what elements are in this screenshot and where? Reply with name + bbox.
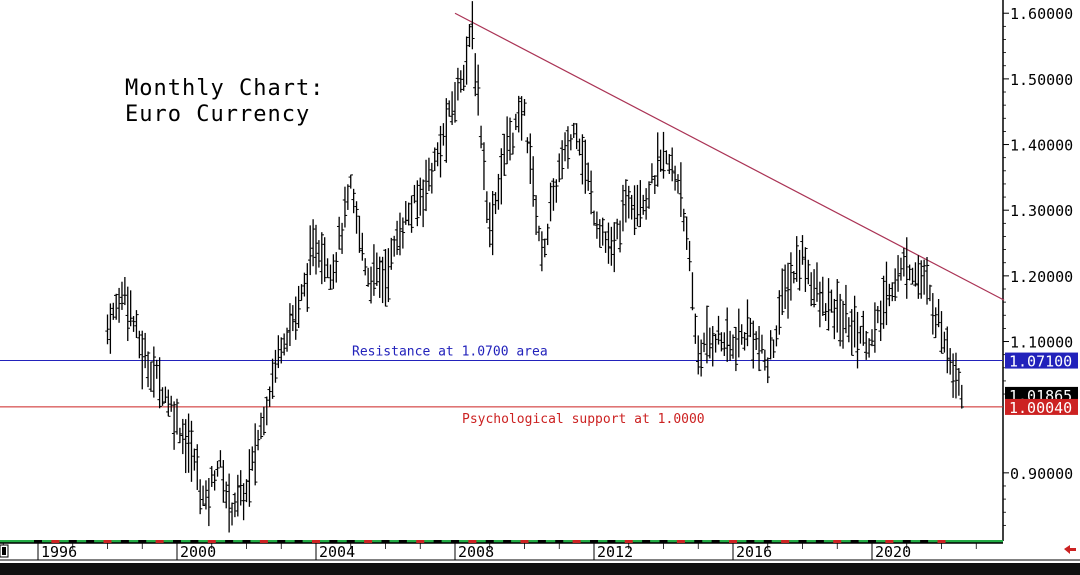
y-tick-label: 1.60000 (1010, 5, 1073, 23)
x-axis-marker (590, 540, 598, 543)
x-axis-marker (850, 540, 859, 543)
x-axis-marker (729, 540, 737, 543)
x-axis-marker (624, 540, 633, 543)
x-axis-marker (503, 540, 512, 543)
support-annotation: Psychological support at 1.0000 (462, 412, 705, 427)
x-axis-marker (468, 540, 477, 543)
x-axis-marker (225, 540, 234, 543)
x-axis-marker (555, 540, 564, 543)
bottom-strip (0, 563, 1080, 575)
x-tick-label: 2000 (180, 543, 216, 561)
x-axis-marker (51, 540, 60, 543)
y-tick-label: 1.30000 (1010, 202, 1073, 220)
x-tick-label: 1996 (41, 543, 77, 561)
x-axis-marker (781, 540, 790, 543)
scroll-box-fill (2, 547, 6, 555)
x-axis-marker (173, 540, 181, 543)
x-axis-marker (312, 540, 320, 543)
last-price-label-box (1005, 386, 1078, 403)
x-axis-marker (676, 540, 685, 543)
x-axis-marker (259, 540, 268, 543)
x-axis-marker (451, 540, 459, 543)
resistance-price-label-text: 1.07100 (1009, 353, 1072, 371)
x-axis-marker (694, 540, 703, 543)
x-axis-marker (346, 540, 355, 543)
x-axis-marker (120, 540, 129, 543)
x-axis-marker (833, 540, 842, 543)
x-axis-marker (798, 540, 807, 543)
x-axis-marker (381, 540, 390, 543)
x-axis-marker (885, 540, 894, 543)
support-price-label-box (1005, 398, 1078, 415)
x-axis-marker (642, 540, 651, 543)
chart-title-line-2: Euro Currency (125, 102, 311, 127)
x-axis-marker (746, 540, 755, 543)
y-tick-label: 1.10000 (1010, 334, 1073, 352)
x-tick-label: 2004 (319, 543, 355, 561)
resistance-annotation: Resistance at 1.0700 area (352, 345, 548, 360)
x-axis-marker (659, 540, 668, 543)
x-axis-marker (711, 540, 720, 543)
x-axis-marker (364, 540, 373, 543)
x-tick-label: 2016 (736, 543, 772, 561)
y-tick-label: 1.50000 (1010, 71, 1073, 89)
x-axis-marker (329, 540, 338, 543)
x-axis-marker (868, 540, 876, 543)
x-axis-marker (68, 540, 77, 543)
x-tick-label: 2008 (458, 543, 494, 561)
x-axis-marker (537, 540, 546, 543)
x-tick-label: 2020 (875, 543, 911, 561)
x-axis-marker (433, 540, 442, 543)
x-axis-marker (485, 540, 494, 543)
x-axis-marker (398, 540, 407, 543)
x-axis-marker (103, 540, 112, 543)
y-tick-label: 0.90000 (1010, 465, 1073, 483)
x-axis-marker (416, 540, 425, 543)
x-axis-marker (572, 540, 581, 543)
resistance-price-label-box (1005, 352, 1078, 369)
scroll-right-arrow-icon (1064, 545, 1076, 554)
x-axis-marker (277, 540, 286, 543)
chart-title-line-1: Monthly Chart: (125, 76, 325, 101)
y-tick-label: 1.20000 (1010, 268, 1073, 286)
x-axis-green-bar (0, 540, 1003, 543)
x-axis-marker (155, 540, 164, 543)
x-axis-marker (138, 540, 147, 543)
y-tick-label: 1.40000 (1010, 137, 1073, 155)
x-axis-marker (920, 540, 929, 543)
x-axis-marker (520, 540, 529, 543)
downtrend-line (454, 12, 1005, 301)
x-tick-label: 2012 (597, 543, 633, 561)
x-axis-marker (607, 540, 616, 543)
x-axis-marker (207, 540, 216, 543)
x-axis-marker (34, 540, 42, 543)
x-axis-marker (190, 540, 199, 543)
x-axis-marker (763, 540, 772, 543)
x-axis-marker (902, 540, 911, 543)
x-axis-marker (937, 540, 946, 543)
chart-title: Monthly Chart: Euro Currency (125, 76, 324, 128)
x-axis-marker (242, 540, 251, 543)
x-axis-marker (86, 540, 95, 543)
support-price-label-text: 1.00040 (1009, 399, 1072, 417)
x-axis-marker (294, 540, 303, 543)
x-axis-marker (815, 540, 824, 543)
